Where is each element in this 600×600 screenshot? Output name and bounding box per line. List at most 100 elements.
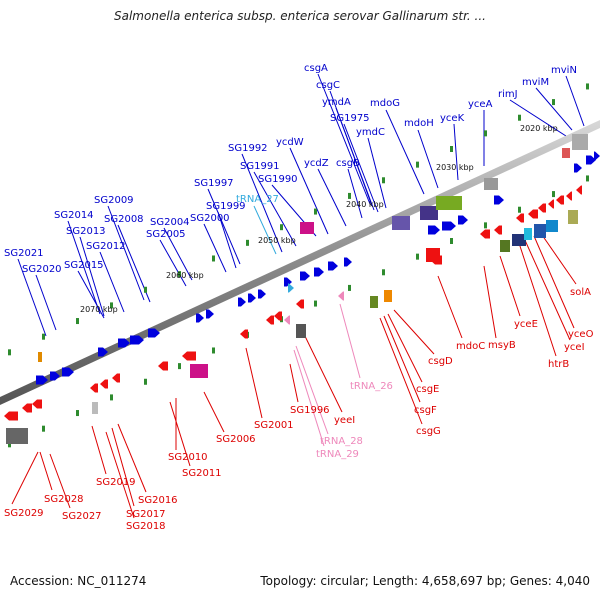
rev-label-mdoc: mdoC [456,341,485,352]
leader-line [293,349,325,447]
gene-block [190,364,208,378]
gene-block [524,228,532,240]
rev-label-csgg: csgG [416,426,441,437]
leader-line [565,75,585,127]
leader-line [539,231,577,285]
leader-line [335,107,375,211]
leader-line [169,401,191,467]
reverse-gene-arrow [556,195,564,205]
tick-mark [144,286,147,293]
reverse-gene-arrow [548,199,554,209]
fwd-label-ycdw: ycdW [276,137,304,148]
leader-line [107,205,145,301]
tick-mark [8,441,11,448]
tick-mark [42,425,45,432]
tick-mark [178,363,181,370]
rev-label-ycee: yceE [514,319,538,330]
gene-block [546,220,558,232]
leader-line [509,99,567,137]
leader-line [387,313,423,383]
leader-line [241,153,283,253]
fwd-label-mvim: mviM [522,77,549,88]
leader-line [295,345,329,435]
leader-line [379,317,423,425]
leader-line [301,329,343,413]
leader-line [417,129,439,189]
scale-label: 2050 kbp [258,236,296,245]
fwd-label-csgc: csgC [316,80,340,91]
reverse-gene-arrow [182,351,196,361]
leader-line [49,453,71,509]
leader-line [77,270,105,319]
reverse-gene-arrow [528,209,538,219]
scale-label: 2070 kbp [80,305,118,314]
tick-mark [348,284,351,291]
rev-label-trna-28: tRNA_28 [320,436,363,447]
tick-mark [212,347,215,354]
rev-label-csgd: csgD [428,356,453,367]
scale-labels: 2020 kbp 2030 kbp 2040 kbp 2050 kbp 2060 kbp… [80,124,558,314]
tick-mark [314,208,317,215]
tick-mark [518,114,521,121]
reverse-gene-arrow [274,311,282,321]
forward-gene-arrow [98,347,108,357]
leader-line [99,251,125,313]
gene-block [92,402,98,414]
fwd-label-ymdc: ymdC [356,127,385,138]
tick-mark [280,224,283,231]
reverse-gene-arrow [516,213,524,223]
reverse-gene-arrow [266,315,274,325]
forward-gene-arrow [344,257,352,267]
fwd-label-csgb: csgB [336,158,360,169]
leader-line [117,423,147,493]
leader-line [253,171,297,247]
forward-gene-arrow [36,375,48,385]
tick-mark [586,83,589,90]
tick-mark [348,192,351,199]
leader-line [217,211,237,269]
leader-line [367,137,387,209]
leader-line [105,431,135,519]
forward-gene-arrow [494,195,504,205]
reverse-gene-arrow [158,361,168,371]
rev-label-sg2011: SG2011 [182,468,222,479]
fwd-label-sg1991: SG1991 [240,161,280,172]
gene-block [38,352,42,362]
rev-label-msyb: msyB [488,340,516,351]
rev-label-sg2018: SG2018 [126,521,166,532]
forward-gene-arrow [458,215,468,225]
gene-block [6,428,28,444]
leader-line [35,274,57,331]
leader-line [67,220,101,315]
tick-mark [484,222,487,229]
fwd-label-sg2020: SG2020 [22,264,62,275]
fwd-label-rimj: rimJ [498,89,518,100]
fwd-label-sg1992: SG1992 [228,143,268,154]
forward-gene-arrow [62,367,74,377]
tick-mark [518,206,521,213]
forward-gene-arrow [574,163,582,173]
leader-line [317,73,371,205]
gene-block [420,206,438,220]
fwd-label-sg2009: SG2009 [94,195,134,206]
fwd-label-sg2008: SG2008 [104,214,144,225]
leader-line [203,223,227,273]
leader-line [203,391,225,433]
gene-block [512,234,526,246]
tick-mark [42,333,45,340]
tick-mark [450,146,453,152]
reverse-gene-arrow [112,373,120,383]
rev-label-csge: csgE [416,384,439,395]
leader-line [79,236,105,317]
tick-mark [144,378,147,385]
tick-mark [382,177,385,184]
forward-gene-arrow [258,289,266,299]
gene-block [572,134,588,150]
fwd-label-ycea: yceA [468,99,493,110]
forward-gene-arrow [50,371,60,381]
fwd-label-ymda: ymdA [322,97,351,108]
kbp-ticks [8,83,589,448]
tick-mark [416,161,419,168]
leader-line [207,188,241,265]
